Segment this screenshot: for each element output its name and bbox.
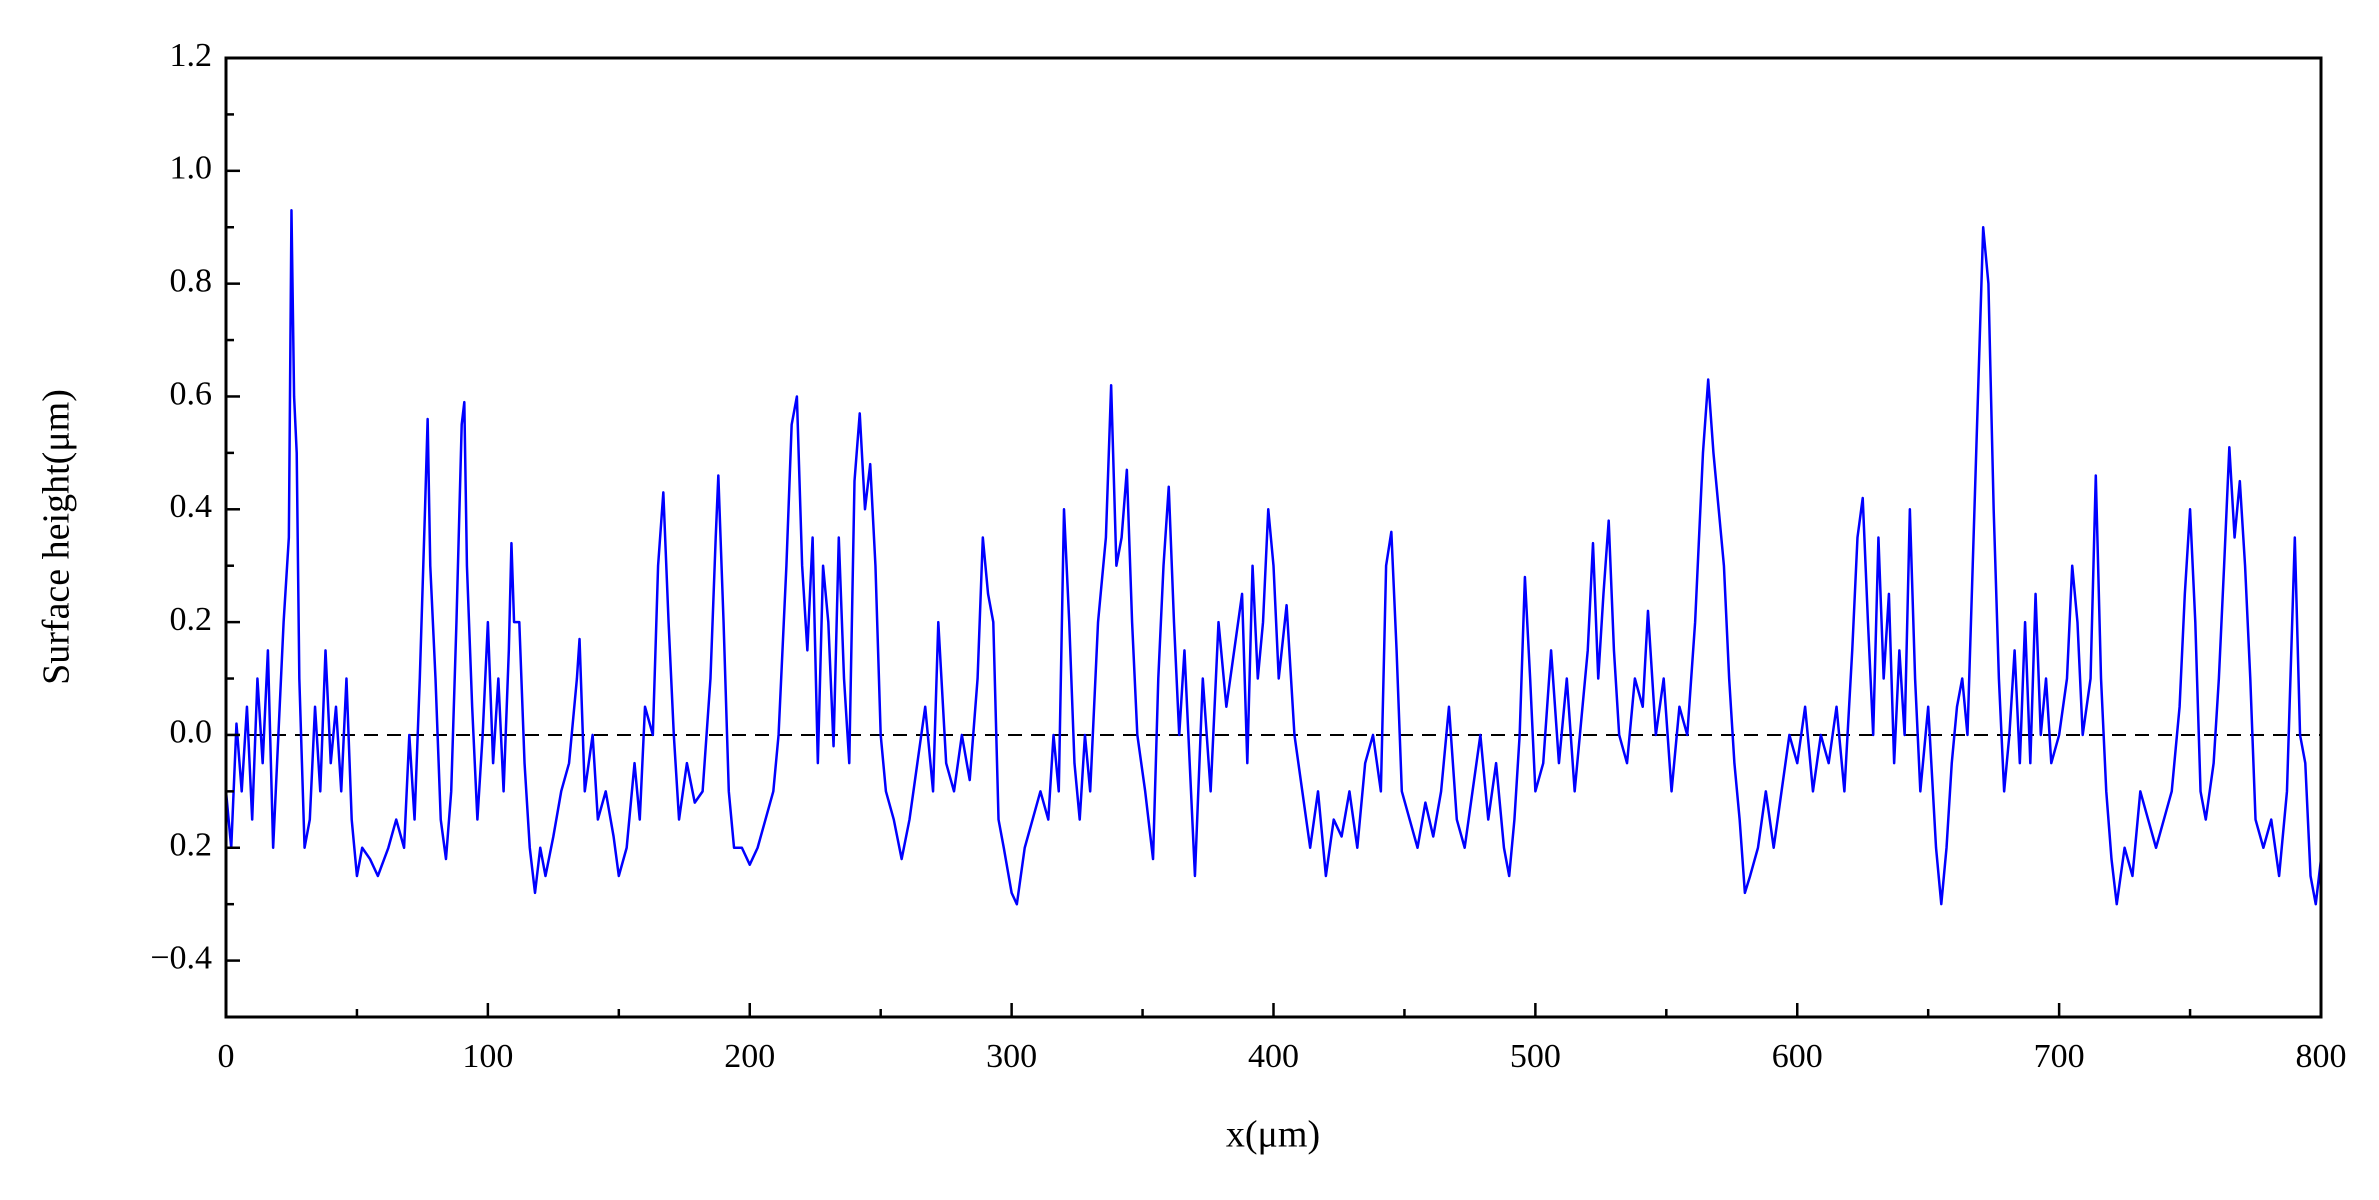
x-axis-title: x(μm)	[1226, 1114, 1320, 1156]
y-tick-label: 0.4	[170, 488, 213, 525]
x-tick-label: 600	[1772, 1038, 1823, 1075]
y-tick-label: 0.2	[170, 827, 213, 864]
y-tick-label: 0.8	[170, 262, 213, 299]
y-tick-label: 1.2	[170, 37, 213, 74]
x-tick-label: 300	[986, 1038, 1037, 1075]
plot-frame	[224, 56, 2323, 1019]
y-tick-label: 0.6	[170, 375, 213, 412]
y-tick-label: 1.0	[170, 150, 213, 187]
x-tick-label: 0	[218, 1038, 235, 1075]
x-tick-label: 100	[462, 1038, 513, 1075]
x-tick-label: 400	[1248, 1038, 1299, 1075]
y-tick-label: 0.0	[170, 714, 213, 751]
x-tick-label: 700	[2034, 1038, 2085, 1075]
x-tick-label: 200	[724, 1038, 775, 1075]
x-tick-label: 800	[2296, 1038, 2347, 1075]
x-tick-label: 500	[1510, 1038, 1561, 1075]
y-axis-title: Surface height(μm)	[36, 389, 78, 685]
data-line	[224, 209, 2323, 906]
y-tick-label: −0.4	[150, 939, 212, 976]
y-tick-label: 0.2	[170, 601, 213, 638]
